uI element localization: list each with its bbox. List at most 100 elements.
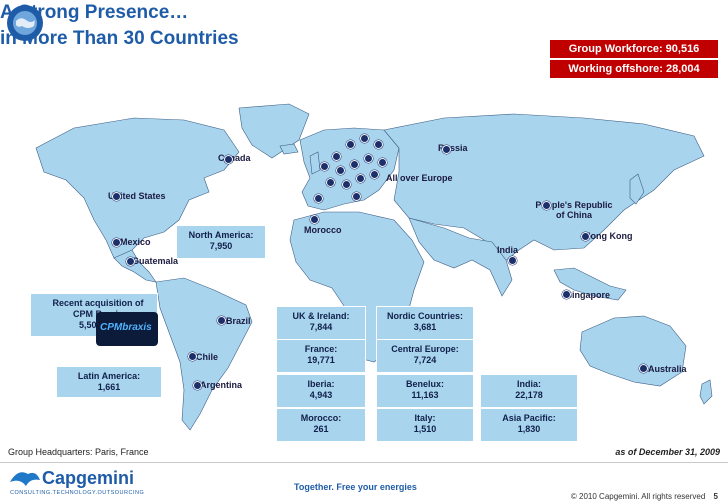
stat-label: Asia Pacific: xyxy=(502,413,556,423)
stat-box: Italy: 1,510 xyxy=(376,408,474,442)
label-australia: Australia xyxy=(648,364,687,374)
stat-box: Central Europe: 7,724 xyxy=(376,339,474,373)
label-russia: Russia xyxy=(438,143,468,153)
label-argentina: Argentina xyxy=(200,380,243,390)
label-united-states: United States xyxy=(108,191,166,201)
stat-value: 261 xyxy=(313,424,329,434)
brand-subtitle: CONSULTING.TECHNOLOGY.OUTSOURCING xyxy=(10,490,145,496)
location-dot xyxy=(378,158,387,167)
copyright-text: © 2010 Capgemini. All rights reserved xyxy=(570,492,706,501)
page-title: A Strong Presence… in More Than 30 Count… xyxy=(0,0,728,52)
stat-box: Morocco: 261 xyxy=(276,408,366,442)
label-singapore: Singapore xyxy=(566,290,611,300)
location-dot xyxy=(364,154,373,163)
location-dot xyxy=(350,160,359,169)
location-dot xyxy=(442,145,451,154)
stat-value: 7,844 xyxy=(309,322,333,332)
stat-value: 4,943 xyxy=(309,390,333,400)
location-dot xyxy=(310,215,319,224)
location-dot xyxy=(508,256,517,265)
location-dot xyxy=(224,155,233,164)
label-mexico: Mexico xyxy=(120,237,151,247)
stat-box: France: 19,771 xyxy=(276,339,366,373)
stat-value: 22,178 xyxy=(515,390,543,400)
north-america-callout: North America: 7,950 xyxy=(176,225,266,259)
latin-america-value: 1,661 xyxy=(97,382,121,392)
stat-value: 1,510 xyxy=(413,424,437,434)
north-america-label: North America: xyxy=(188,230,254,240)
location-dot xyxy=(336,166,345,175)
title-line-2: in More Than 30 Countries xyxy=(0,28,239,49)
location-dot xyxy=(581,232,590,241)
location-dot xyxy=(217,316,226,325)
label-all-over-europe: All over Europe xyxy=(386,173,453,183)
location-dot xyxy=(314,194,323,203)
label-canada: Canada xyxy=(218,153,251,163)
location-dot xyxy=(360,134,369,143)
stat-value: 11,163 xyxy=(411,390,439,400)
globe-logo xyxy=(6,4,44,42)
location-dot xyxy=(326,178,335,187)
stat-value: 1,830 xyxy=(517,424,541,434)
location-dot xyxy=(112,238,121,247)
location-dot xyxy=(352,192,361,201)
stat-label: Benelux: xyxy=(405,379,444,389)
location-dot xyxy=(370,170,379,179)
stat-box: India: 22,178 xyxy=(480,374,578,408)
capgemini-spade-icon xyxy=(10,472,40,486)
stat-box: Iberia: 4,943 xyxy=(276,374,366,408)
stat-box: Asia Pacific: 1,830 xyxy=(480,408,578,442)
location-dot xyxy=(188,352,197,361)
workforce-badge: Group Workforce: 90,516 xyxy=(550,40,718,58)
location-dot xyxy=(639,364,648,373)
cpm-value: 5,500 xyxy=(79,320,102,330)
label-chile: Chile xyxy=(196,352,219,362)
stat-box: UK & Ireland: 7,844 xyxy=(276,306,366,340)
headquarters-note: Group Headquarters: Paris, France xyxy=(8,447,149,457)
label-hong-kong: Hong Kong xyxy=(584,231,633,241)
title-line-1: A Strong Presence… xyxy=(0,2,189,23)
page-number: 5 xyxy=(713,492,718,501)
copyright: © 2010 Capgemini. All rights reserved 5 xyxy=(571,492,718,501)
label-brazil: Brazil xyxy=(226,316,251,326)
brand-name: Capgemini xyxy=(42,468,135,488)
location-dot xyxy=(332,152,341,161)
stat-value: 7,724 xyxy=(413,355,437,365)
location-dot xyxy=(342,180,351,189)
stat-label: UK & Ireland: xyxy=(292,311,350,321)
stat-label: India: xyxy=(517,379,541,389)
stat-label: Italy: xyxy=(414,413,436,423)
location-dot xyxy=(346,140,355,149)
date-note: as of December 31, 2009 xyxy=(615,447,720,457)
cpm-logo-text: CPMbraxis xyxy=(100,322,152,333)
location-dot xyxy=(193,381,202,390)
stat-value: 3,681 xyxy=(413,322,437,332)
location-dot xyxy=(112,192,121,201)
location-dot xyxy=(562,290,571,299)
label-morocco: Morocco xyxy=(304,225,342,235)
stat-box: Nordic Countries: 3,681 xyxy=(376,306,474,340)
stat-label: Nordic Countries: xyxy=(386,311,463,321)
capgemini-logo: Capgemini CONSULTING.TECHNOLOGY.OUTSOURC… xyxy=(8,466,148,498)
location-dot xyxy=(374,140,383,149)
stat-label: Central Europe: xyxy=(391,344,459,354)
location-dot xyxy=(126,257,135,266)
cpm-line-1: Recent acquisition of xyxy=(52,298,144,308)
location-dot xyxy=(320,162,329,171)
latin-america-label: Latin America: xyxy=(77,371,141,381)
label-prc: People's Republic of China xyxy=(535,200,613,220)
stat-box: Benelux: 11,163 xyxy=(376,374,474,408)
label-india: India xyxy=(497,245,519,255)
location-dot xyxy=(356,174,365,183)
stat-label: Iberia: xyxy=(307,379,335,389)
north-america-value: 7,950 xyxy=(209,241,233,251)
offshore-badge: Working offshore: 28,004 xyxy=(550,60,718,78)
stat-label: Morocco: xyxy=(300,413,342,423)
cpm-braxis-logo: CPMbraxis xyxy=(96,312,158,346)
stat-label: France: xyxy=(304,344,338,354)
label-guatemala: Guatemala xyxy=(132,256,179,266)
location-dot xyxy=(542,201,551,210)
footer-divider xyxy=(0,462,728,463)
latin-america-callout: Latin America: 1,661 xyxy=(56,366,162,398)
stat-value: 19,771 xyxy=(307,355,335,365)
